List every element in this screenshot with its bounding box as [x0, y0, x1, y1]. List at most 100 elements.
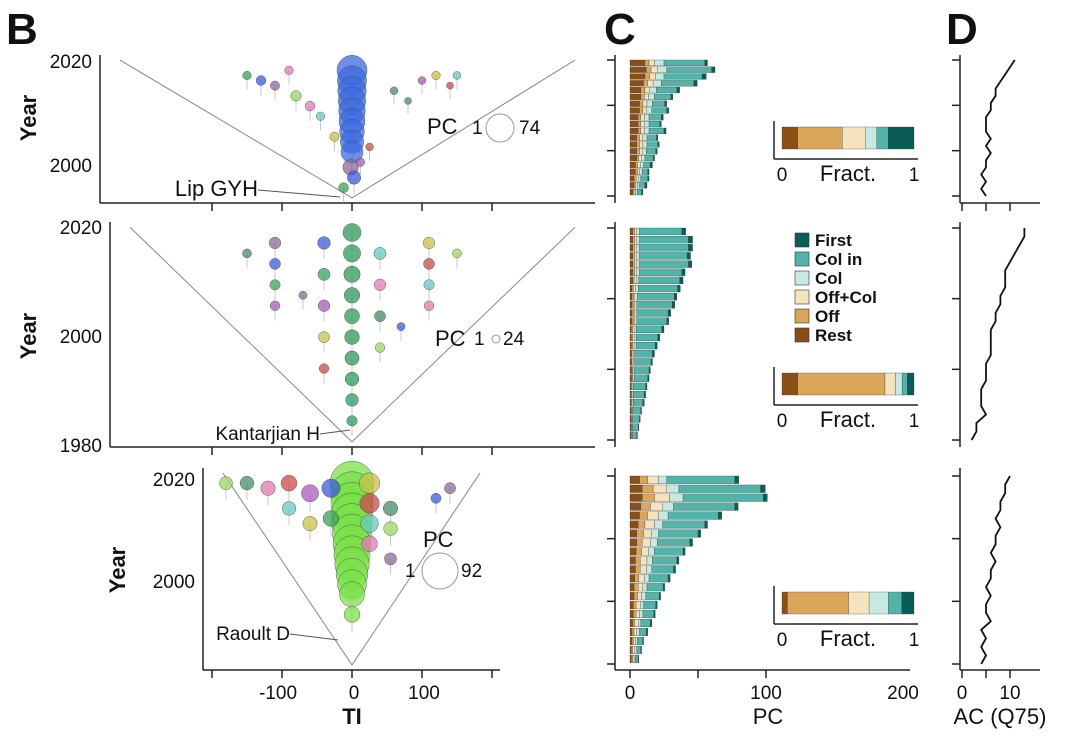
- y-tick-label: 2020: [50, 52, 92, 73]
- bar-segment: [629, 628, 633, 636]
- data-point: [239, 476, 255, 491]
- bar-segment: [688, 244, 693, 252]
- bar-segment: [638, 284, 678, 293]
- bar-segment: [652, 100, 665, 107]
- bar-segment: [672, 301, 676, 309]
- bar-segment: [640, 502, 651, 511]
- bar-segment: [636, 538, 643, 547]
- y-axis-label: Year: [16, 94, 41, 141]
- bar-segment: [639, 107, 644, 114]
- bar-segment: [648, 547, 655, 556]
- bar-segment: [688, 236, 693, 244]
- bar-segment: [633, 189, 636, 196]
- bar-segment: [693, 80, 698, 87]
- data-point: [359, 472, 380, 494]
- bar-segment: [629, 592, 635, 601]
- bar-segment: [629, 574, 635, 583]
- bar-segment: [642, 538, 651, 547]
- y-axis-label: Year: [105, 546, 130, 593]
- bar-segment: [650, 161, 653, 168]
- data-point: [318, 363, 330, 374]
- x-tick-label: 100: [750, 683, 782, 704]
- ac-lines: [952, 59, 1026, 678]
- bar-segment: [633, 333, 637, 342]
- bar-segment: [631, 645, 633, 654]
- bar-segment: [651, 565, 674, 574]
- bar-segment: [632, 431, 637, 439]
- annotation-label: Lip GYH: [175, 176, 258, 201]
- data-point: [389, 86, 399, 95]
- scatter-b3: [219, 460, 481, 666]
- data-point: [346, 415, 358, 427]
- bar-segment: [631, 333, 633, 342]
- bar-segment: [642, 484, 654, 493]
- bar-segment: [629, 168, 636, 175]
- bar-segment: [734, 502, 739, 511]
- bar-segment: [639, 244, 689, 252]
- data-point: [452, 71, 462, 80]
- bar-segment: [639, 260, 689, 268]
- bar-segment: [633, 592, 638, 601]
- inset-segment: [865, 126, 877, 150]
- bar-segment: [677, 284, 681, 293]
- bar-segment: [629, 565, 636, 574]
- bar-segment: [639, 268, 682, 276]
- panel-d: 0 10 AC (Q75): [952, 55, 1046, 729]
- panel-letter-c: C: [604, 5, 636, 54]
- bar-segment: [654, 93, 671, 100]
- bar-segment: [650, 502, 663, 511]
- bar-segment: [634, 645, 637, 654]
- data-point: [343, 606, 361, 623]
- bar-segment: [650, 619, 652, 627]
- bar-segment: [629, 529, 637, 538]
- y-tick-label: 2020: [60, 218, 102, 239]
- data-point: [269, 279, 281, 291]
- bar-segment: [652, 556, 678, 565]
- bar-segment: [633, 325, 637, 333]
- bar-segment: [636, 260, 640, 268]
- bar-segment: [637, 168, 640, 175]
- bar-segment: [642, 100, 648, 107]
- bar-segment: [658, 475, 667, 484]
- bar-segment: [640, 556, 648, 565]
- bar-segment: [629, 342, 632, 350]
- bar-segment: [634, 309, 637, 317]
- bar-segment: [682, 493, 764, 502]
- data-point: [304, 100, 316, 112]
- data-point: [430, 492, 442, 504]
- bar-segment: [647, 175, 650, 182]
- bar-segment: [638, 127, 642, 134]
- bar-segment: [644, 114, 650, 121]
- x-axis-ticks: [615, 669, 910, 678]
- bar-segment: [661, 114, 664, 121]
- bar-segment: [704, 59, 708, 66]
- bar-segment: [629, 317, 633, 325]
- bar-segment: [666, 317, 669, 325]
- bar-segment: [629, 325, 632, 333]
- bar-segment: [760, 484, 766, 493]
- size-legend-title: PC: [427, 114, 458, 139]
- bar-segment: [679, 276, 684, 285]
- bar-segment: [633, 276, 637, 285]
- inset-tick-label: 0: [777, 165, 788, 186]
- bar-segment: [629, 100, 640, 107]
- bar-segment: [676, 556, 680, 565]
- stacked-bars-c2: [607, 227, 693, 441]
- bar-segment: [650, 538, 658, 547]
- bar-segment: [629, 333, 632, 342]
- inset-segment: [887, 591, 902, 615]
- ac-line: [980, 475, 1011, 665]
- bar-segment: [638, 114, 642, 121]
- bar-segment: [631, 399, 634, 407]
- bar-segment: [646, 141, 659, 148]
- bar-segment: [633, 175, 637, 182]
- bar-segment: [629, 484, 643, 493]
- bar-segment: [650, 66, 658, 73]
- bar-segment: [636, 301, 673, 309]
- legend-swatch: [794, 251, 810, 267]
- bar-segment: [635, 565, 641, 574]
- data-point: [446, 81, 454, 90]
- bar-segment: [648, 93, 655, 100]
- bar-segment: [632, 619, 635, 627]
- data-point: [302, 516, 318, 532]
